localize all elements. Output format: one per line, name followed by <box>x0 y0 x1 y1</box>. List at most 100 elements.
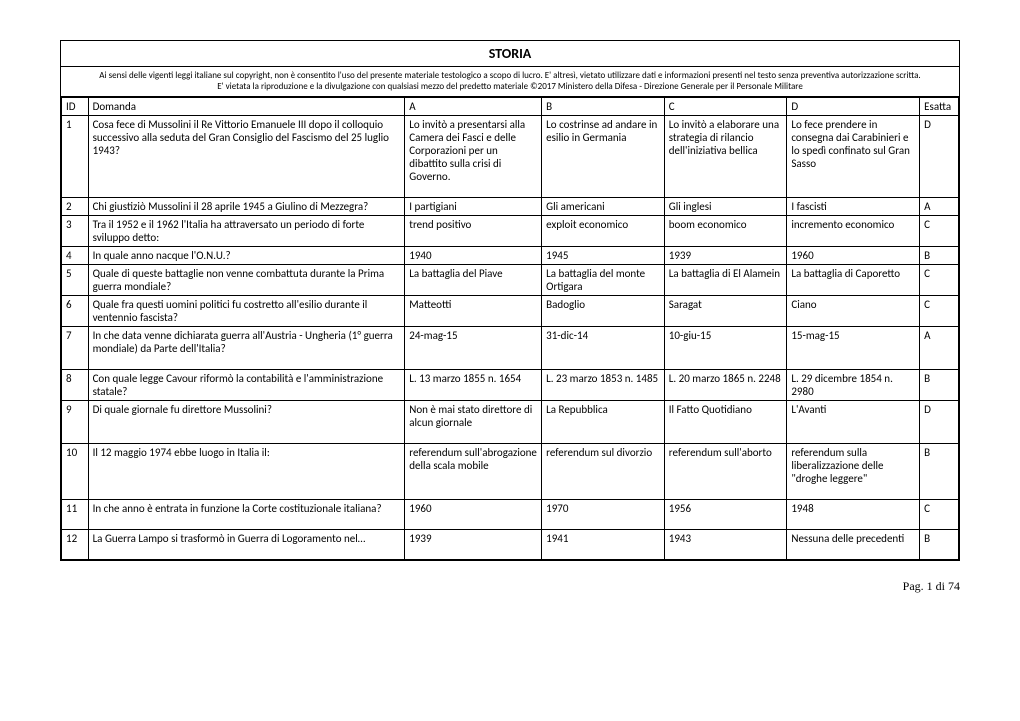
cell-c: Saragat <box>664 295 787 326</box>
cell-c: referendum sull'aborto <box>664 443 787 499</box>
cell-a: La battaglia del Piave <box>405 264 542 295</box>
cell-id: 3 <box>62 215 89 246</box>
cell-a: Lo invitò a presentarsi alla Camera dei … <box>405 115 542 197</box>
cell-c: 1943 <box>664 529 787 559</box>
cell-id: 7 <box>62 326 89 369</box>
cell-a: referendum sull'abrogazione della scala … <box>405 443 542 499</box>
cell-q: In quale anno nacque l'O.N.U.? <box>88 246 405 264</box>
table-row: 7In che data venne dichiarata guerra all… <box>62 326 959 369</box>
disclaimer-line: E' vietata la riproduzione e la divulgaz… <box>217 81 803 92</box>
cell-q: In che anno è entrata in funzione la Cor… <box>88 499 405 529</box>
cell-id: 5 <box>62 264 89 295</box>
cell-a: 24-mag-15 <box>405 326 542 369</box>
cell-e: C <box>920 295 959 326</box>
cell-c: La battaglia di El Alamein <box>664 264 787 295</box>
table-row: 12La Guerra Lampo si trasformò in Guerra… <box>62 529 959 559</box>
cell-e: B <box>920 443 959 499</box>
table-row: 10Il 12 maggio 1974 ebbe luogo in Italia… <box>62 443 959 499</box>
page-footer: Pag. 1 di 74 <box>60 579 960 594</box>
cell-c: 1956 <box>664 499 787 529</box>
cell-d: I fascisti <box>787 197 920 215</box>
cell-e: D <box>920 115 959 197</box>
cell-c: Il Fatto Quotidiano <box>664 400 787 443</box>
table-row: 8Con quale legge Cavour riformò la conta… <box>62 369 959 400</box>
cell-q: Quale fra questi uomini politici fu cost… <box>88 295 405 326</box>
cell-id: 8 <box>62 369 89 400</box>
table-row: 11In che anno è entrata in funzione la C… <box>62 499 959 529</box>
cell-id: 1 <box>62 115 89 197</box>
cell-d: incremento economico <box>787 215 920 246</box>
table-row: 1Cosa fece di Mussolini il Re Vittorio E… <box>62 115 959 197</box>
cell-e: B <box>920 529 959 559</box>
cell-b: 1970 <box>542 499 665 529</box>
disclaimer: Ai sensi delle vigenti leggi italiane su… <box>61 67 959 97</box>
col-domanda: Domanda <box>88 97 405 115</box>
table-row: 2Chi giustiziò Mussolini il 28 aprile 19… <box>62 197 959 215</box>
cell-c: Lo invitò a elaborare una strategia di r… <box>664 115 787 197</box>
cell-b: 1941 <box>542 529 665 559</box>
cell-a: 1939 <box>405 529 542 559</box>
cell-b: 1945 <box>542 246 665 264</box>
table-row: 9Di quale giornale fu direttore Mussolin… <box>62 400 959 443</box>
disclaimer-line: Ai sensi delle vigenti leggi italiane su… <box>99 70 920 81</box>
cell-q: In che data venne dichiarata guerra all'… <box>88 326 405 369</box>
cell-q: Chi giustiziò Mussolini il 28 aprile 194… <box>88 197 405 215</box>
cell-a: 1960 <box>405 499 542 529</box>
table-row: 3Tra il 1952 e il 1962 l'Italia ha attra… <box>62 215 959 246</box>
cell-b: Lo costrinse ad andare in esilio in Germ… <box>542 115 665 197</box>
cell-e: D <box>920 400 959 443</box>
cell-a: Matteotti <box>405 295 542 326</box>
cell-d: 1960 <box>787 246 920 264</box>
cell-d: referendum sulla liberalizzazione delle … <box>787 443 920 499</box>
col-d: D <box>787 97 920 115</box>
cell-b: referendum sul divorzio <box>542 443 665 499</box>
cell-id: 2 <box>62 197 89 215</box>
cell-q: Quale di queste battaglie non venne comb… <box>88 264 405 295</box>
table-row: 6Quale fra questi uomini politici fu cos… <box>62 295 959 326</box>
document-frame: STORIA Ai sensi delle vigenti leggi ital… <box>60 40 960 561</box>
cell-e: C <box>920 264 959 295</box>
cell-c: 10-giu-15 <box>664 326 787 369</box>
quiz-table: ID Domanda A B C D Esatta 1Cosa fece di … <box>61 97 959 560</box>
cell-id: 4 <box>62 246 89 264</box>
col-c: C <box>664 97 787 115</box>
cell-id: 10 <box>62 443 89 499</box>
cell-q: Tra il 1952 e il 1962 l'Italia ha attrav… <box>88 215 405 246</box>
cell-q: Con quale legge Cavour riformò la contab… <box>88 369 405 400</box>
cell-q: Il 12 maggio 1974 ebbe luogo in Italia i… <box>88 443 405 499</box>
cell-id: 6 <box>62 295 89 326</box>
cell-c: boom economico <box>664 215 787 246</box>
col-b: B <box>542 97 665 115</box>
cell-a: 1940 <box>405 246 542 264</box>
page-title: STORIA <box>61 41 959 67</box>
cell-e: B <box>920 369 959 400</box>
cell-q: La Guerra Lampo si trasformò in Guerra d… <box>88 529 405 559</box>
cell-e: A <box>920 197 959 215</box>
cell-a: Non è mai stato direttore di alcun giorn… <box>405 400 542 443</box>
table-row: 5Quale di queste battaglie non venne com… <box>62 264 959 295</box>
table-row: 4In quale anno nacque l'O.N.U.?194019451… <box>62 246 959 264</box>
cell-d: Ciano <box>787 295 920 326</box>
cell-b: L. 23 marzo 1853 n. 1485 <box>542 369 665 400</box>
table-header-row: ID Domanda A B C D Esatta <box>62 97 959 115</box>
cell-b: La Repubblica <box>542 400 665 443</box>
cell-d: Lo fece prendere in consegna dai Carabin… <box>787 115 920 197</box>
cell-id: 11 <box>62 499 89 529</box>
cell-q: Cosa fece di Mussolini il Re Vittorio Em… <box>88 115 405 197</box>
cell-a: L. 13 marzo 1855 n. 1654 <box>405 369 542 400</box>
cell-d: L. 29 dicembre 1854 n. 2980 <box>787 369 920 400</box>
col-esatta: Esatta <box>920 97 959 115</box>
cell-d: 1948 <box>787 499 920 529</box>
cell-b: Gli americani <box>542 197 665 215</box>
cell-d: Nessuna delle precedenti <box>787 529 920 559</box>
cell-e: C <box>920 215 959 246</box>
col-id: ID <box>62 97 89 115</box>
cell-e: A <box>920 326 959 369</box>
cell-id: 9 <box>62 400 89 443</box>
cell-a: trend positivo <box>405 215 542 246</box>
cell-d: La battaglia di Caporetto <box>787 264 920 295</box>
cell-id: 12 <box>62 529 89 559</box>
cell-c: 1939 <box>664 246 787 264</box>
cell-c: L. 20 marzo 1865 n. 2248 <box>664 369 787 400</box>
cell-e: B <box>920 246 959 264</box>
